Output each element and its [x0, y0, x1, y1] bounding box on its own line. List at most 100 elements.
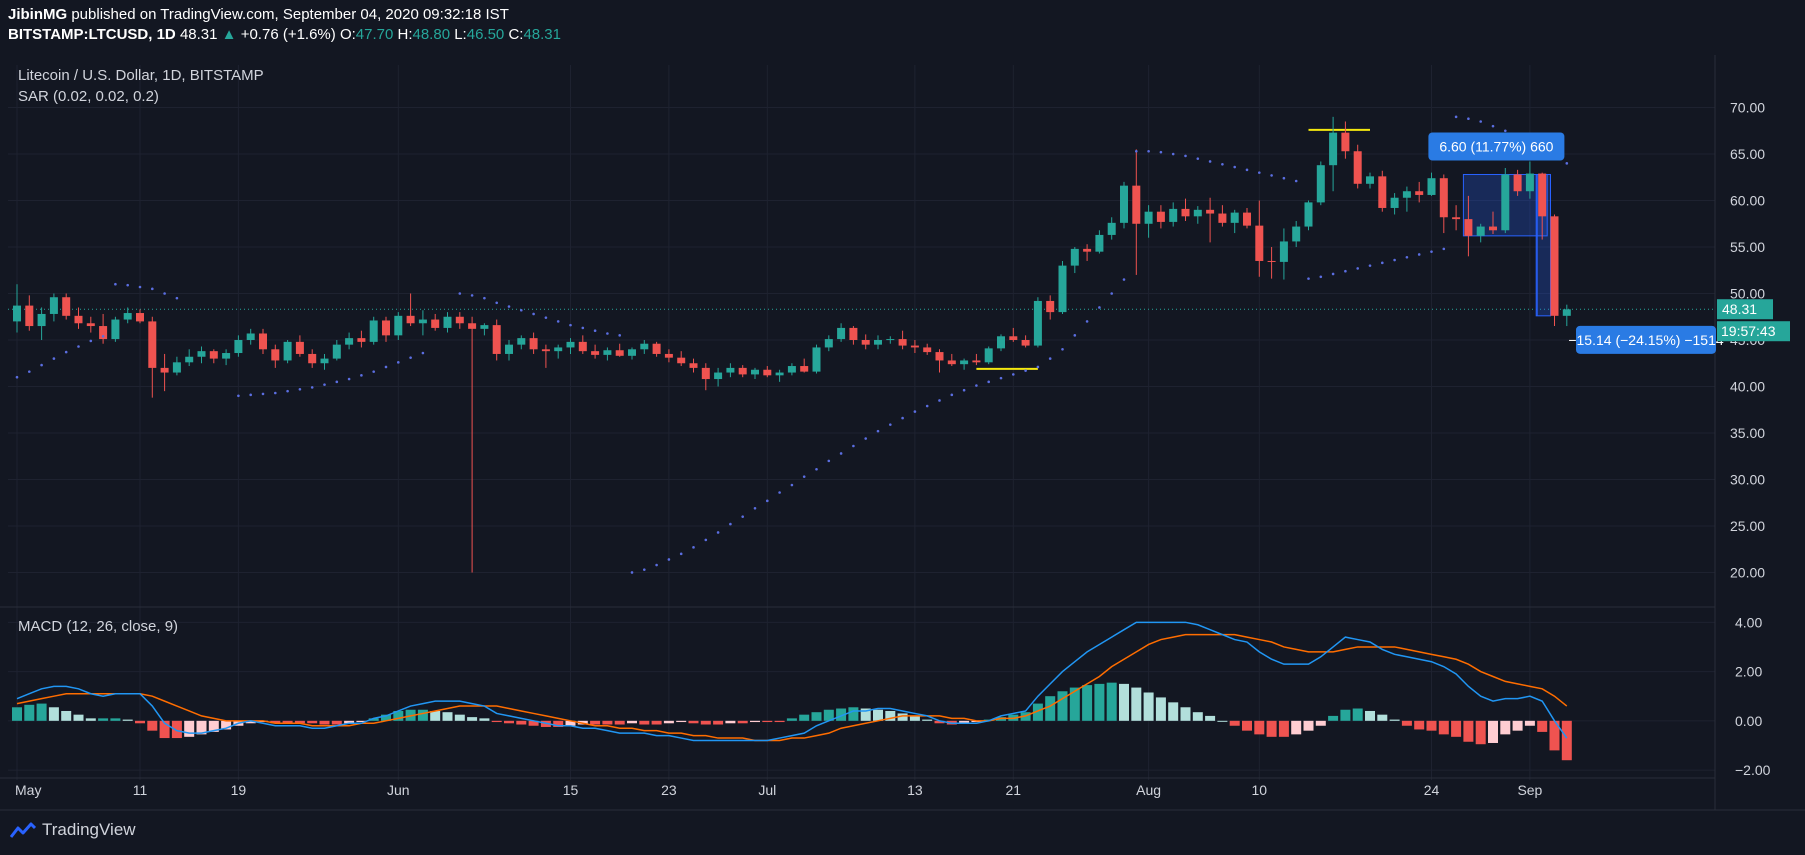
- candle[interactable]: [984, 346, 993, 365]
- candle[interactable]: [234, 335, 243, 357]
- candle[interactable]: [1439, 174, 1448, 234]
- candle[interactable]: [1218, 205, 1227, 227]
- macd-hist-bar[interactable]: [467, 717, 478, 721]
- candle[interactable]: [49, 293, 58, 322]
- candle[interactable]: [1107, 217, 1116, 240]
- candle[interactable]: [775, 369, 784, 382]
- candle[interactable]: [787, 363, 796, 376]
- macd-hist-bar[interactable]: [1414, 720, 1425, 730]
- candle[interactable]: [1390, 193, 1399, 215]
- candle[interactable]: [1156, 205, 1165, 229]
- candle[interactable]: [332, 340, 341, 361]
- candle[interactable]: [874, 335, 882, 350]
- macd-hist-bar[interactable]: [836, 708, 847, 721]
- macd-hist-bar[interactable]: [208, 720, 219, 732]
- macd-hist-bar[interactable]: [491, 720, 502, 723]
- macd-hist-bar[interactable]: [1168, 702, 1179, 721]
- macd-hist-bar[interactable]: [602, 720, 613, 725]
- macd-hist-bar[interactable]: [663, 720, 674, 724]
- macd-hist-bar[interactable]: [1082, 685, 1093, 721]
- macd-hist-bar[interactable]: [1192, 712, 1203, 721]
- macd-hist-bar[interactable]: [897, 713, 908, 721]
- macd-hist-bar[interactable]: [196, 720, 207, 735]
- candle[interactable]: [947, 353, 956, 367]
- macd-hist-bar[interactable]: [553, 720, 564, 727]
- macd-hist-bar[interactable]: [516, 720, 527, 725]
- candle[interactable]: [1378, 170, 1387, 212]
- macd-hist-bar[interactable]: [73, 714, 84, 721]
- macd-hist-bar[interactable]: [1352, 708, 1363, 721]
- candle[interactable]: [418, 310, 427, 336]
- candle[interactable]: [136, 309, 144, 324]
- macd-hist-bar[interactable]: [442, 712, 453, 721]
- macd-hist-bar[interactable]: [1549, 720, 1560, 751]
- macd-hist-bar[interactable]: [750, 720, 760, 723]
- candle[interactable]: [1501, 167, 1510, 234]
- candle[interactable]: [1292, 220, 1301, 248]
- macd-hist-bar[interactable]: [36, 703, 47, 721]
- macd-hist-bar[interactable]: [1451, 720, 1462, 737]
- candle[interactable]: [763, 366, 772, 378]
- candle[interactable]: [960, 358, 969, 370]
- candle[interactable]: [615, 343, 624, 357]
- macd-hist-bar[interactable]: [1524, 720, 1535, 726]
- candle[interactable]: [800, 358, 809, 373]
- macd-hist-bar[interactable]: [221, 720, 232, 730]
- candle[interactable]: [1427, 172, 1436, 196]
- candle[interactable]: [480, 323, 489, 336]
- candle[interactable]: [209, 349, 218, 364]
- macd-hist-bar[interactable]: [909, 715, 920, 721]
- candle[interactable]: [99, 313, 108, 344]
- candle[interactable]: [886, 336, 895, 344]
- macd-hist-bar[interactable]: [282, 720, 293, 724]
- macd-hist-bar[interactable]: [725, 720, 736, 724]
- candle[interactable]: [652, 341, 661, 357]
- candle[interactable]: [1070, 247, 1079, 274]
- macd-hist-bar[interactable]: [1438, 720, 1449, 735]
- macd-hist-bar[interactable]: [12, 707, 22, 721]
- macd-hist-bar[interactable]: [651, 720, 662, 725]
- macd-hist-bar[interactable]: [786, 718, 797, 721]
- macd-hist-bar[interactable]: [1131, 687, 1142, 721]
- candle[interactable]: [1538, 172, 1547, 240]
- candle[interactable]: [320, 353, 329, 370]
- candle[interactable]: [443, 312, 452, 333]
- macd-hist-bar[interactable]: [565, 720, 576, 726]
- macd-hist-bar[interactable]: [959, 720, 970, 724]
- candle[interactable]: [972, 353, 981, 366]
- macd-hist-bar[interactable]: [1426, 720, 1437, 731]
- macd-hist-bar[interactable]: [1278, 720, 1289, 737]
- candle[interactable]: [111, 316, 120, 342]
- candle[interactable]: [308, 349, 317, 368]
- candle[interactable]: [74, 307, 83, 329]
- macd-hist-bar[interactable]: [1377, 714, 1388, 721]
- macd-hist-bar[interactable]: [159, 720, 170, 739]
- macd-hist-bar[interactable]: [1512, 720, 1523, 731]
- candle[interactable]: [923, 343, 932, 355]
- candle[interactable]: [628, 347, 636, 360]
- macd-hist-bar[interactable]: [934, 720, 945, 724]
- candle[interactable]: [824, 335, 833, 352]
- candle[interactable]: [1550, 214, 1559, 327]
- candle[interactable]: [394, 312, 403, 340]
- macd-hist-bar[interactable]: [344, 720, 355, 724]
- macd-hist-bar[interactable]: [1291, 720, 1302, 735]
- macd-hist-bar[interactable]: [860, 708, 871, 721]
- macd-hist-bar[interactable]: [1032, 703, 1043, 721]
- candle[interactable]: [1464, 195, 1473, 257]
- macd-hist-bar[interactable]: [270, 720, 281, 724]
- candle[interactable]: [271, 344, 280, 368]
- candle[interactable]: [935, 349, 944, 373]
- macd-hist-bar[interactable]: [1340, 709, 1351, 721]
- macd-legend[interactable]: MACD (12, 26, close, 9): [18, 618, 179, 635]
- candle[interactable]: [1083, 244, 1092, 261]
- candle[interactable]: [345, 332, 354, 350]
- candle[interactable]: [295, 335, 304, 357]
- macd-hist-bar[interactable]: [1500, 720, 1511, 735]
- macd-hist-bar[interactable]: [356, 720, 367, 723]
- macd-hist-bar[interactable]: [885, 710, 896, 721]
- candle[interactable]: [1243, 207, 1251, 229]
- macd-hist-bar[interactable]: [700, 720, 711, 725]
- macd-hist-bar[interactable]: [614, 720, 625, 725]
- macd-hist-bar[interactable]: [135, 720, 145, 724]
